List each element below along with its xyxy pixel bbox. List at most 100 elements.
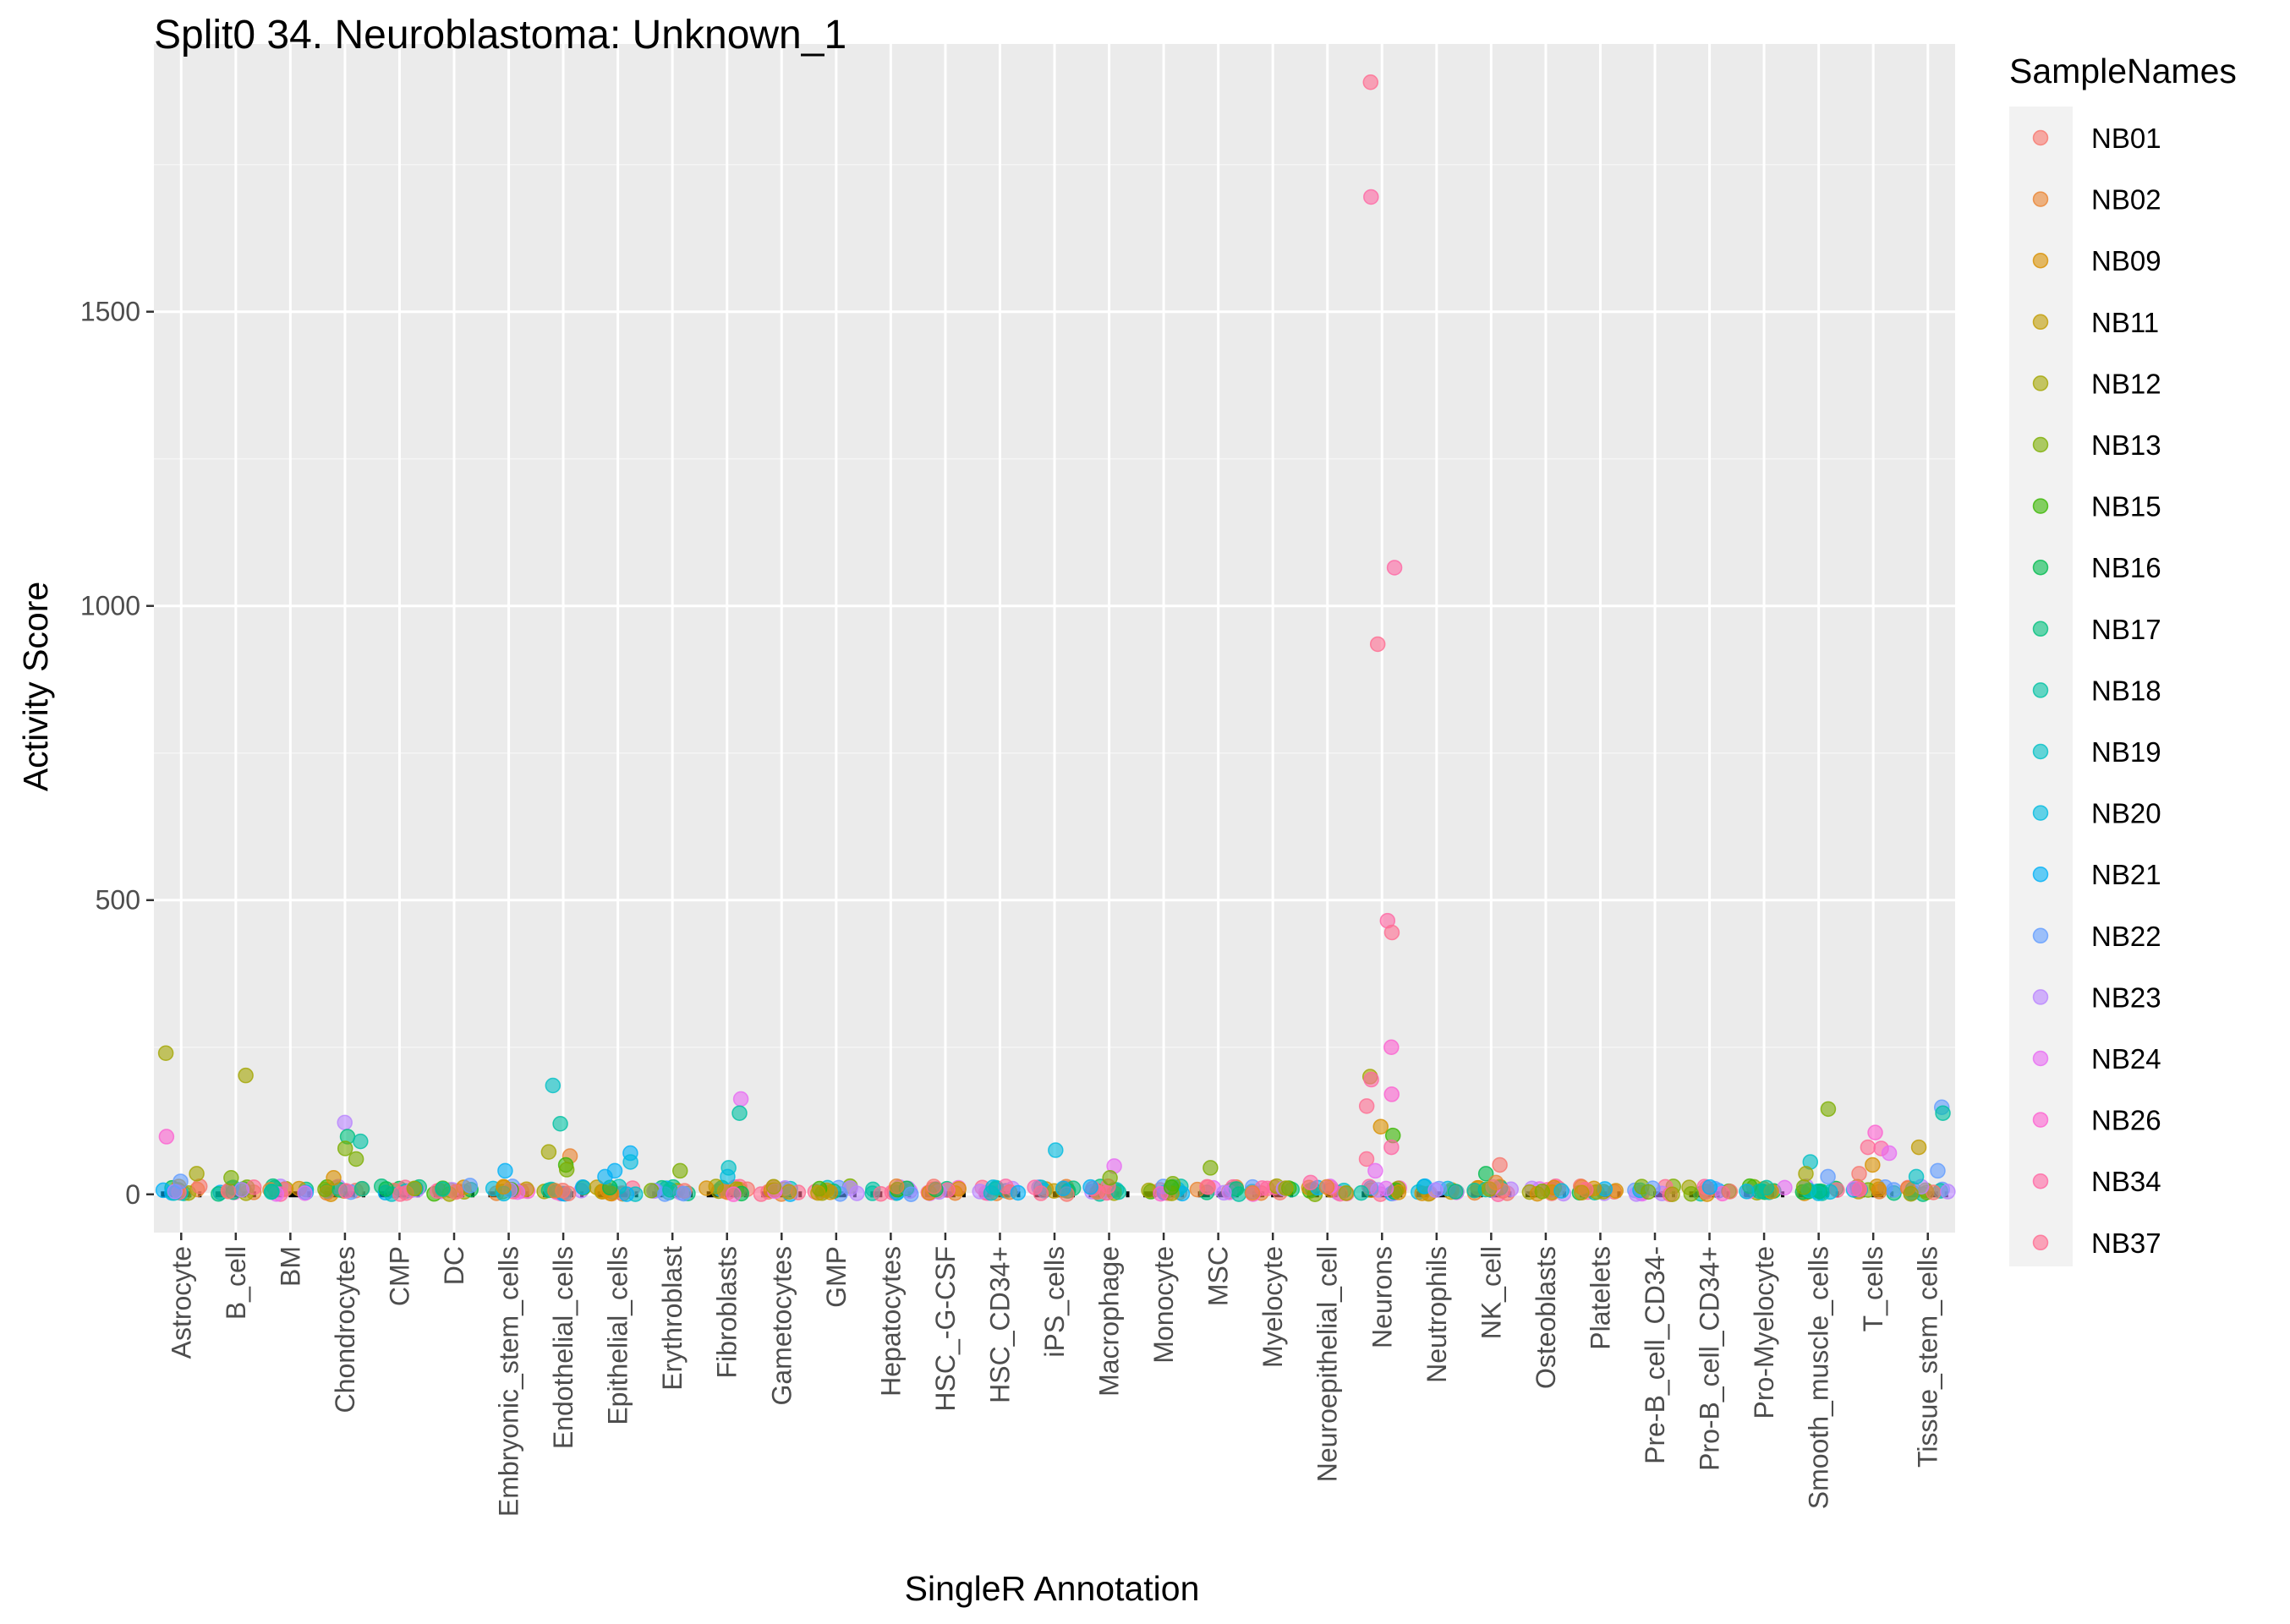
data-point <box>1367 1162 1383 1179</box>
x-tick-label: Osteoblasts <box>1531 1246 1561 1389</box>
data-point <box>1903 1185 1919 1202</box>
data-point <box>671 1162 688 1179</box>
data-points <box>155 74 1956 1202</box>
x-tick-label: iPS_cells <box>1039 1246 1070 1358</box>
data-point <box>1383 924 1400 941</box>
data-point <box>597 1168 613 1185</box>
x-tick-label: T_cells <box>1858 1246 1888 1331</box>
data-point <box>1534 1184 1551 1200</box>
x-tick-label: Neuroepithelial_cell <box>1312 1246 1343 1482</box>
data-point <box>1383 1139 1400 1156</box>
x-tick-label: Neurons <box>1367 1246 1397 1348</box>
data-point <box>1487 1174 1504 1191</box>
data-point <box>1910 1139 1927 1156</box>
x-tick-label: Gametocytes <box>766 1246 797 1406</box>
data-point <box>1574 1184 1590 1201</box>
x-tick-label: Chondrocytes <box>330 1246 360 1413</box>
data-point <box>1353 1184 1369 1201</box>
data-point <box>1358 1151 1375 1167</box>
data-point <box>622 1154 638 1170</box>
data-point <box>1935 1105 1951 1121</box>
y-tick-label: 1500 <box>80 297 140 327</box>
data-point <box>726 1186 742 1202</box>
data-point <box>378 1181 394 1197</box>
x-tick-label: Smooth_muscle_cells <box>1804 1246 1834 1509</box>
data-point <box>1640 1184 1657 1200</box>
x-tick-label: Hepatocytes <box>875 1246 906 1397</box>
legend-key <box>2032 1173 2049 1189</box>
data-point <box>1244 1184 1261 1201</box>
legend-label: NB19 <box>2091 736 2161 768</box>
data-point <box>337 1140 353 1156</box>
data-point <box>337 1114 353 1131</box>
x-tick-label: HSC_CD34+ <box>984 1246 1015 1403</box>
axes: 0 500 1000 1500 Astrocyte B_cell BM Chondrocyte… <box>80 297 1943 1517</box>
data-point <box>574 1178 591 1195</box>
legend-key <box>2032 375 2049 391</box>
data-point <box>1203 1160 1219 1176</box>
data-point <box>560 1185 577 1202</box>
data-point <box>1477 1166 1494 1182</box>
data-point <box>1865 1156 1881 1173</box>
data-point <box>1427 1182 1444 1199</box>
data-point <box>1102 1170 1118 1186</box>
data-point <box>888 1178 905 1195</box>
data-point <box>223 1170 239 1186</box>
data-point <box>1492 1156 1508 1173</box>
data-point <box>662 1182 678 1198</box>
legend-title: SampleNames <box>2009 52 2237 90</box>
y-tick-label: 0 <box>125 1179 140 1210</box>
legend-label: NB20 <box>2091 798 2161 829</box>
data-point <box>1163 1179 1180 1195</box>
data-point <box>1447 1184 1464 1200</box>
data-point <box>983 1184 1000 1201</box>
data-point <box>1553 1183 1570 1199</box>
legend: SampleNames NB01 NB02 NB09 NB11 NB12 NB13 NB15… <box>2009 52 2237 1266</box>
legend-items: NB01 NB02 NB09 NB11 NB12 NB13 NB15 NB16 NB17 NB18… <box>2032 123 2161 1259</box>
legend-label: NB02 <box>2091 184 2161 216</box>
legend-key <box>2032 1050 2049 1067</box>
legend-key <box>2032 805 2049 821</box>
x-tick-label: Pro-Myelocyte <box>1749 1246 1779 1419</box>
data-point <box>1358 1098 1375 1114</box>
data-point <box>1851 1166 1867 1182</box>
data-point <box>1302 1174 1319 1191</box>
x-tick-label: Erythroblast <box>657 1246 688 1391</box>
data-point <box>353 1180 370 1197</box>
data-point <box>1722 1184 1739 1200</box>
data-point <box>1881 1145 1898 1162</box>
data-point <box>765 1178 782 1195</box>
legend-key <box>2032 1112 2049 1128</box>
data-point <box>1386 560 1403 576</box>
legend-label: NB11 <box>2091 307 2159 338</box>
legend-key <box>2032 1234 2049 1251</box>
data-point <box>540 1144 557 1160</box>
data-point <box>1338 1185 1355 1201</box>
data-point <box>1010 1184 1027 1201</box>
data-point <box>462 1178 479 1194</box>
legend-key <box>2032 436 2049 453</box>
legend-key <box>2032 989 2049 1005</box>
x-tick-label: Pro-B_cell_CD34+ <box>1695 1246 1725 1471</box>
data-point <box>406 1180 423 1197</box>
x-tick-label: Fibroblasts <box>712 1246 742 1379</box>
data-point <box>643 1183 660 1199</box>
legend-label: NB16 <box>2091 552 2161 583</box>
data-point <box>1683 1185 1700 1202</box>
data-point <box>873 1185 889 1202</box>
legend-label: NB37 <box>2091 1228 2161 1259</box>
data-point <box>1363 189 1379 205</box>
data-point <box>1758 1179 1775 1196</box>
data-point <box>903 1186 919 1202</box>
data-point <box>1940 1184 1956 1200</box>
x-tick-label: Neutrophils <box>1422 1246 1452 1383</box>
legend-key <box>2032 559 2049 576</box>
data-point <box>1372 1118 1389 1135</box>
x-tick-label: GMP <box>821 1246 852 1308</box>
data-point <box>810 1184 826 1201</box>
data-point <box>158 1129 175 1145</box>
data-point <box>1363 1071 1379 1088</box>
chart-title: Split0 34. Neuroblastoma: Unknown_1 <box>154 13 846 57</box>
data-point <box>1055 1180 1071 1197</box>
